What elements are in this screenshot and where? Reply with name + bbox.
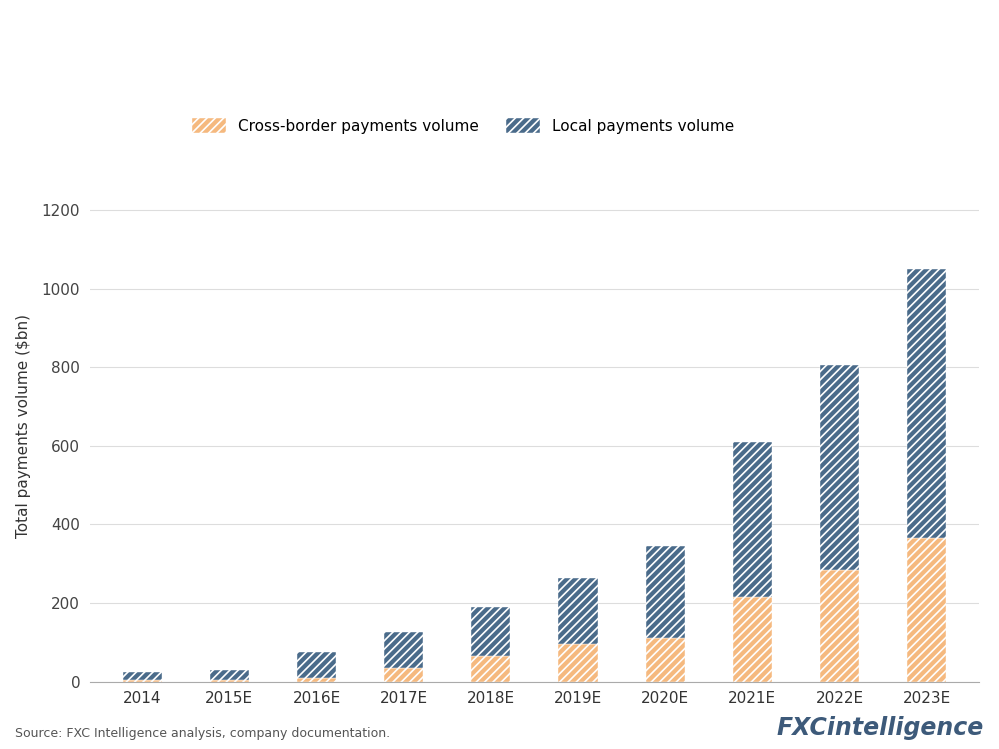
Bar xyxy=(645,546,685,638)
Bar xyxy=(645,638,685,682)
Bar xyxy=(907,269,946,539)
Bar xyxy=(907,539,946,682)
Bar xyxy=(297,678,336,682)
Text: Adyen’s cross-border volume if it had maintained 2014 share: Adyen’s cross-border volume if it had ma… xyxy=(15,37,999,64)
Bar xyxy=(384,668,424,682)
Bar xyxy=(472,607,510,656)
Text: FXCintelligence: FXCintelligence xyxy=(777,716,984,740)
Text: Volume assuming 2014 cross-border share – actual numbers will be lower: Volume assuming 2014 cross-border share … xyxy=(15,118,681,136)
Y-axis label: Total payments volume ($bn): Total payments volume ($bn) xyxy=(16,315,31,539)
Bar xyxy=(558,644,597,682)
Bar xyxy=(472,656,510,682)
Bar xyxy=(820,570,859,682)
Bar xyxy=(384,632,424,668)
Bar xyxy=(558,577,597,644)
Bar xyxy=(733,442,772,597)
Bar xyxy=(123,679,162,682)
Bar xyxy=(297,652,336,678)
Text: Source: FXC Intelligence analysis, company documentation.: Source: FXC Intelligence analysis, compa… xyxy=(15,727,391,740)
Bar xyxy=(733,597,772,682)
Bar xyxy=(210,670,249,679)
Legend: Cross-border payments volume, Local payments volume: Cross-border payments volume, Local paym… xyxy=(186,112,740,140)
Bar xyxy=(820,366,859,570)
Bar xyxy=(123,672,162,679)
Bar xyxy=(210,679,249,682)
